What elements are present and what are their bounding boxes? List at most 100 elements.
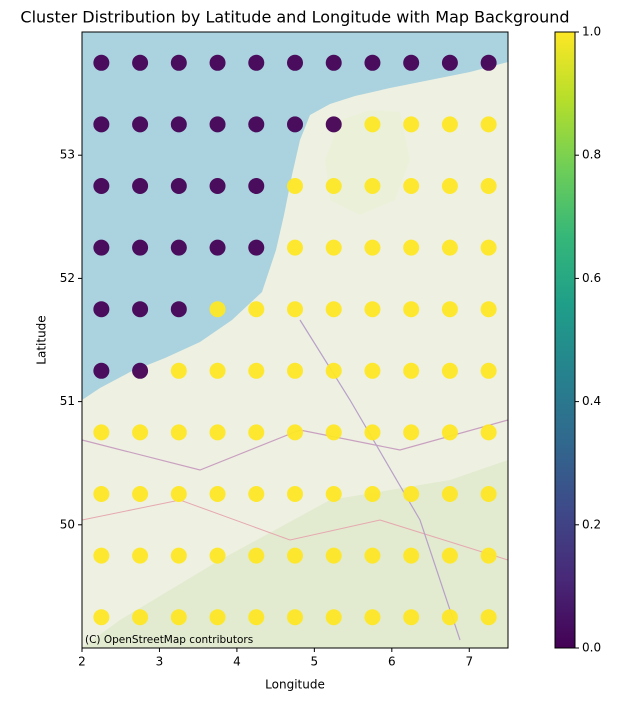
cluster-point bbox=[441, 54, 458, 71]
y-tick-label: 51 bbox=[60, 394, 75, 408]
cluster-point bbox=[93, 239, 110, 256]
colorbar-tick-label: 0.2 bbox=[582, 517, 601, 531]
cluster-point bbox=[248, 178, 265, 194]
colorbar-tick-label: 1.0 bbox=[582, 25, 601, 39]
cluster-point bbox=[403, 301, 420, 318]
cluster-point bbox=[325, 362, 342, 379]
cluster-point bbox=[132, 547, 149, 564]
cluster-point bbox=[325, 547, 342, 564]
cluster-point bbox=[132, 486, 149, 502]
cluster-point bbox=[170, 54, 187, 71]
cluster-point bbox=[364, 239, 381, 256]
y-tick-label: 53 bbox=[60, 148, 75, 162]
cluster-point bbox=[364, 609, 381, 626]
colorbar-frame bbox=[554, 31, 576, 649]
cluster-point bbox=[287, 116, 303, 133]
cluster-point bbox=[441, 239, 458, 256]
cluster-point bbox=[441, 424, 458, 441]
cluster-point bbox=[209, 547, 226, 564]
cluster-point bbox=[132, 301, 149, 318]
cluster-point bbox=[287, 301, 303, 318]
x-axis-label: Longitude bbox=[265, 678, 325, 692]
cluster-point bbox=[248, 301, 265, 318]
cluster-point bbox=[132, 424, 149, 441]
cluster-point bbox=[441, 609, 458, 626]
cluster-point bbox=[480, 609, 497, 626]
cluster-point bbox=[209, 239, 226, 256]
cluster-point bbox=[170, 116, 187, 133]
cluster-point bbox=[209, 362, 226, 379]
cluster-point bbox=[170, 239, 187, 256]
cluster-point bbox=[93, 609, 110, 626]
x-tick-label: 4 bbox=[233, 655, 241, 669]
cluster-point bbox=[209, 301, 226, 318]
cluster-point bbox=[132, 362, 149, 379]
cluster-point bbox=[170, 362, 187, 379]
cluster-point bbox=[170, 178, 187, 194]
cluster-point bbox=[441, 486, 458, 502]
cluster-point bbox=[170, 547, 187, 564]
cluster-point bbox=[248, 239, 265, 256]
cluster-point bbox=[287, 486, 303, 502]
cluster-point bbox=[209, 116, 226, 133]
y-axis-label: Latitude bbox=[35, 315, 49, 364]
cluster-point bbox=[403, 362, 420, 379]
cluster-point bbox=[325, 54, 342, 71]
cluster-point bbox=[287, 547, 303, 564]
cluster-point bbox=[209, 178, 226, 194]
cluster-point bbox=[93, 547, 110, 564]
colorbar-tick-label: 0.4 bbox=[582, 394, 601, 408]
cluster-point bbox=[325, 301, 342, 318]
x-tick-label: 5 bbox=[311, 655, 319, 669]
cluster-point bbox=[93, 486, 110, 502]
attribution: (C) OpenStreetMap contributors bbox=[85, 634, 253, 646]
colorbar-fill bbox=[555, 32, 575, 648]
cluster-point bbox=[480, 424, 497, 441]
cluster-point bbox=[93, 116, 110, 133]
cluster-point bbox=[364, 116, 381, 133]
cluster-point bbox=[170, 609, 187, 626]
cluster-point bbox=[325, 609, 342, 626]
cluster-point bbox=[93, 54, 110, 71]
y-tick-label: 52 bbox=[60, 271, 75, 285]
cluster-point bbox=[209, 424, 226, 441]
cluster-point bbox=[170, 424, 187, 441]
cluster-point bbox=[209, 486, 226, 502]
cluster-point bbox=[209, 54, 226, 71]
cluster-point bbox=[248, 547, 265, 564]
cluster-point bbox=[364, 362, 381, 379]
cluster-point bbox=[287, 424, 303, 441]
cluster-point bbox=[403, 609, 420, 626]
x-tick-label: 6 bbox=[388, 655, 396, 669]
cluster-point bbox=[93, 178, 110, 194]
cluster-point bbox=[209, 609, 226, 626]
cluster-point bbox=[480, 301, 497, 318]
cluster-point bbox=[403, 424, 420, 441]
cluster-point bbox=[248, 362, 265, 379]
cluster-point bbox=[325, 178, 342, 194]
cluster-point bbox=[403, 486, 420, 502]
cluster-point bbox=[441, 178, 458, 194]
cluster-point bbox=[93, 362, 110, 379]
cluster-point bbox=[364, 301, 381, 318]
plot-frame bbox=[81, 31, 509, 649]
cluster-point bbox=[132, 116, 149, 133]
colorbar-tick-label: 0.6 bbox=[582, 271, 601, 285]
cluster-point bbox=[403, 54, 420, 71]
colorbar bbox=[555, 32, 575, 648]
cluster-point bbox=[403, 116, 420, 133]
cluster-point bbox=[364, 424, 381, 441]
cluster-point bbox=[480, 486, 497, 502]
cluster-point bbox=[480, 116, 497, 133]
cluster-point bbox=[287, 239, 303, 256]
cluster-point bbox=[287, 178, 303, 194]
colorbar-tick-label: 0.8 bbox=[582, 148, 601, 162]
cluster-point bbox=[325, 116, 342, 133]
cluster-point bbox=[480, 239, 497, 256]
x-tick-label: 7 bbox=[465, 655, 473, 669]
cluster-point bbox=[93, 424, 110, 441]
cluster-point bbox=[132, 178, 149, 194]
cluster-point bbox=[403, 178, 420, 194]
cluster-point bbox=[441, 362, 458, 379]
y-tick-label: 50 bbox=[60, 517, 75, 531]
